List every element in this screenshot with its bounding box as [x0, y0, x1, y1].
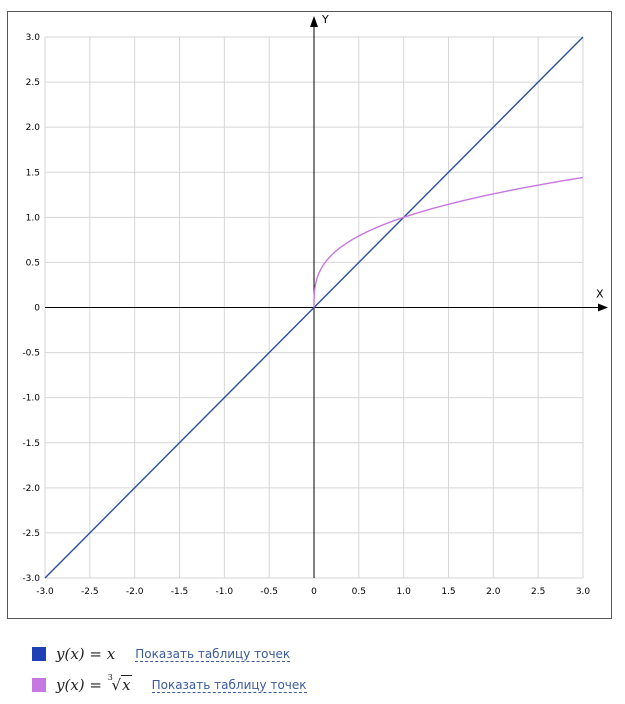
y-tick-label: 2.0	[26, 123, 41, 133]
show-table-link[interactable]: Показать таблицу точек	[135, 646, 291, 662]
x-tick-label: 1.5	[441, 587, 455, 597]
x-axis-arrow	[598, 303, 608, 312]
x-tick-label: 2.0	[486, 587, 501, 597]
legend-swatch	[32, 647, 46, 661]
legend-formula: y(x) = x	[56, 645, 116, 663]
y-tick-label: 1.5	[26, 168, 40, 178]
y-tick-label: -1.0	[22, 394, 40, 404]
y-axis-arrow	[310, 16, 318, 27]
x-tick-label: 2.5	[531, 587, 545, 597]
y-tick-label: 2.5	[26, 78, 40, 88]
x-tick-label: -1.5	[171, 587, 189, 597]
y-tick-label: -3.0	[22, 574, 40, 584]
y-tick-label: -0.5	[22, 349, 40, 359]
y-tick-label: 1.0	[26, 213, 41, 223]
y-tick-label: 0.5	[26, 258, 40, 268]
y-tick-label: 3.0	[26, 33, 41, 43]
y-tick-label: -2.0	[22, 484, 40, 494]
legend-item-cbrt: y(x) = 3 √x Показать таблицу точек	[32, 673, 307, 696]
x-axis-label: X	[596, 288, 604, 301]
x-tick-label: -2.0	[126, 587, 144, 597]
x-tick-label: -2.5	[81, 587, 99, 597]
show-table-link[interactable]: Показать таблицу точек	[151, 677, 307, 693]
x-tick-label: -0.5	[260, 587, 278, 597]
x-tick-label: 0	[311, 587, 317, 597]
legend-formula: y(x) = 3 √x	[56, 673, 132, 694]
x-tick-label: -1.0	[216, 587, 234, 597]
legend-swatch	[32, 678, 46, 692]
chart-frame: X Y -3.0 -2.5 -2.0 -1.5 -1.0 -0.5 0 0.5 1.0 1.5 2.0 2…	[7, 11, 612, 619]
x-tick-label: 3.0	[576, 587, 591, 597]
y-tick-label: -1.5	[22, 439, 40, 449]
y-tick-label: -2.5	[22, 529, 40, 539]
y-axis-label: Y	[321, 13, 329, 26]
legend-item-line: y(x) = x Показать таблицу точек	[32, 643, 291, 665]
x-tick-label: -3.0	[36, 587, 54, 597]
y-tick-label: 0	[34, 304, 40, 314]
cube-root: 3 √x	[106, 673, 132, 694]
x-tick-label: 1.0	[397, 587, 412, 597]
x-tick-label: 0.5	[352, 587, 366, 597]
series-line-cbrt	[313, 176, 584, 308]
chart-plot: X Y -3.0 -2.5 -2.0 -1.5 -1.0 -0.5 0 0.5 1.0 1.5 2.0 2…	[22, 13, 608, 597]
